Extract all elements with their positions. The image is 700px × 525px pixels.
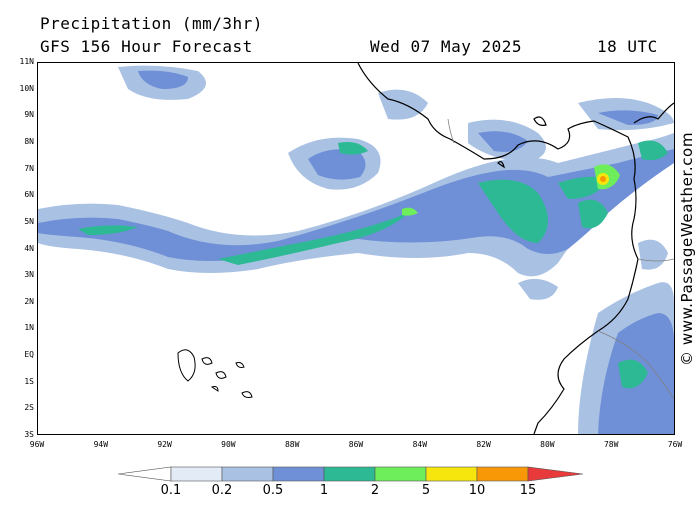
precip-layer-green bbox=[78, 140, 668, 389]
legend-arrow-low bbox=[118, 466, 172, 482]
legend-swatch bbox=[221, 466, 274, 482]
lon-label: 92W bbox=[157, 440, 172, 449]
precip-layer-light bbox=[38, 65, 674, 434]
forecast-label: GFS 156 Hour Forecast bbox=[40, 37, 253, 56]
lat-label: 2N bbox=[24, 296, 34, 306]
legend-label: 1 bbox=[319, 483, 329, 498]
legend-swatch bbox=[425, 466, 478, 482]
legend-label: 5 bbox=[421, 483, 431, 498]
legend-swatch bbox=[374, 466, 427, 482]
lon-label: 96W bbox=[29, 440, 45, 449]
lat-label: 5N bbox=[24, 216, 34, 226]
lon-label: 80W bbox=[540, 440, 555, 449]
legend-label: 0.2 bbox=[211, 483, 233, 498]
legend-label: 10 bbox=[468, 483, 486, 498]
forecast-time: 18 UTC bbox=[597, 37, 658, 56]
lon-label: 78W bbox=[603, 440, 619, 449]
legend-swatch bbox=[272, 466, 325, 482]
lon-label: 82W bbox=[476, 440, 491, 449]
lat-label: 3N bbox=[24, 270, 34, 280]
galapagos-islands bbox=[177, 349, 253, 398]
lat-label: 2S bbox=[24, 403, 34, 413]
legend-label: 0.5 bbox=[262, 483, 284, 498]
lat-label: 1N bbox=[24, 323, 34, 333]
lon-label: 94W bbox=[93, 440, 109, 449]
lat-label: 4N bbox=[24, 243, 34, 253]
credit-watermark: © www.PassageWeather.com bbox=[676, 62, 698, 435]
legend-swatch bbox=[323, 466, 376, 482]
lat-label: 10N bbox=[19, 83, 34, 93]
lat-label: 7N bbox=[24, 163, 34, 173]
lon-label: 76W bbox=[667, 440, 683, 449]
legend-label: 2 bbox=[370, 483, 380, 498]
chart-title: Precipitation (mm/3hr) bbox=[40, 14, 263, 33]
precipitation-map[interactable] bbox=[37, 62, 675, 435]
lon-label: 84W bbox=[412, 440, 428, 449]
precip-layer-orange bbox=[600, 176, 606, 182]
credit-text: © www.PassageWeather.com bbox=[678, 131, 696, 366]
legend-label: 15 bbox=[519, 483, 537, 498]
lat-label: EQ bbox=[24, 350, 34, 360]
legend-swatch bbox=[476, 466, 529, 482]
lon-label: 88W bbox=[284, 440, 300, 449]
legend-swatch bbox=[170, 466, 223, 482]
coastline bbox=[357, 63, 674, 434]
lon-label: 86W bbox=[348, 440, 364, 449]
lat-label: 11N bbox=[19, 57, 34, 66]
country-borders bbox=[447, 118, 674, 400]
lat-label: 3S bbox=[24, 430, 34, 439]
legend-label: 0.1 bbox=[160, 483, 182, 498]
lat-label: 9N bbox=[24, 110, 34, 120]
lat-label: 1S bbox=[24, 376, 34, 386]
map-canvas bbox=[38, 63, 674, 434]
lon-label: 90W bbox=[221, 440, 236, 449]
forecast-date: Wed 07 May 2025 bbox=[370, 37, 522, 56]
legend-bar bbox=[118, 466, 583, 482]
legend-arrow-high bbox=[527, 466, 583, 482]
lat-label: 8N bbox=[24, 136, 34, 146]
lat-label: 6N bbox=[24, 190, 34, 200]
